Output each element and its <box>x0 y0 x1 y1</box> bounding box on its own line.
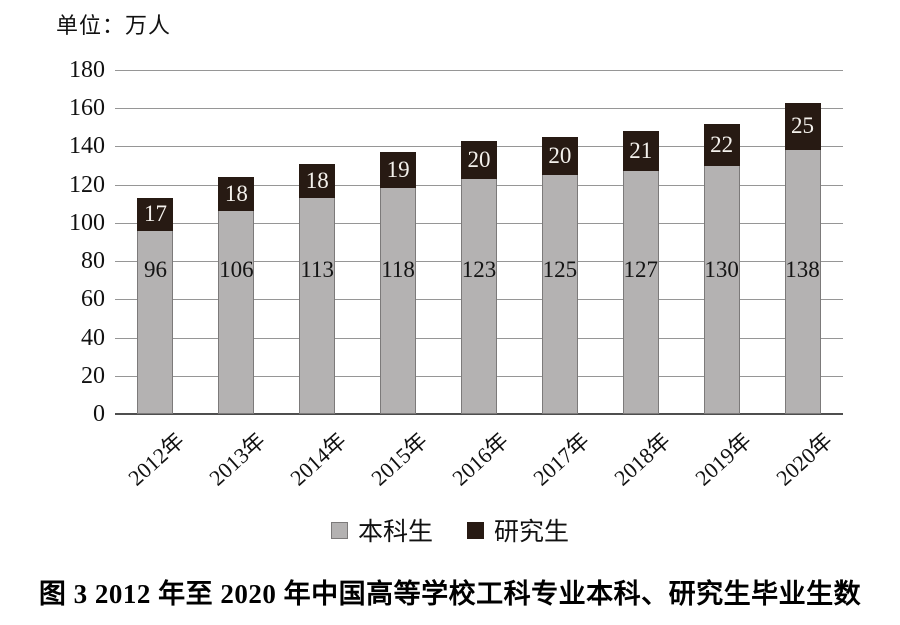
grad-value-label: 20 <box>548 143 572 168</box>
grad-segment <box>137 198 174 231</box>
grad-value-label: 21 <box>629 138 653 164</box>
y-axis-tick-60: 60 <box>81 286 105 313</box>
bar-2016年: 20 123 <box>461 140 497 414</box>
legend: 本科生 研究生 <box>0 512 900 548</box>
x-axis-tick-2013年: 2013年 <box>204 427 271 491</box>
grad-swatch-icon <box>467 521 484 539</box>
undergrad-segment <box>218 211 255 414</box>
x-axis-tick-2017年: 2017年 <box>528 427 594 491</box>
bar-2017年: 20 125 <box>541 136 578 414</box>
bar-2018年: 21 127 <box>622 131 659 414</box>
grad-segment <box>541 136 578 176</box>
grad-segment <box>380 152 417 189</box>
y-axis-tick-140: 140 <box>69 133 105 160</box>
grad-value-label: 19 <box>386 157 410 183</box>
y-axis-tick-0: 0 <box>93 401 105 427</box>
grad-segment <box>703 123 740 166</box>
undergrad-value-label: 125 <box>542 257 578 282</box>
gridline-160 <box>115 108 843 110</box>
y-axis-tick-120: 120 <box>69 171 105 198</box>
x-axis-tick-2019年: 2019年 <box>689 427 756 491</box>
grad-segment <box>299 163 336 199</box>
undergrad-value-label: 118 <box>381 257 415 282</box>
undergrad-value-label: 96 <box>143 257 167 282</box>
undergrad-value-label: 123 <box>461 257 497 282</box>
undergrad-segment <box>541 175 578 414</box>
y-axis-unit-label: 单位：万人 <box>56 13 172 38</box>
grad-value-label: 20 <box>467 146 491 172</box>
y-axis-tick-40: 40 <box>81 324 105 351</box>
bar-2015年: 19 118 <box>380 152 417 414</box>
legend-label-undergrad: 本科生 <box>357 519 433 546</box>
grad-segment <box>218 177 255 212</box>
bar-2014年: 18 113 <box>299 163 336 414</box>
grad-segment <box>784 102 821 151</box>
undergrad-segment <box>622 171 659 414</box>
undergrad-segment <box>461 178 497 414</box>
x-axis-tick-2020年: 2020年 <box>770 427 837 491</box>
gridline-0 <box>115 413 843 415</box>
x-axis-tick-2014年: 2014年 <box>285 427 352 491</box>
undergrad-segment <box>380 188 417 414</box>
y-axis-tick-20: 20 <box>81 362 105 389</box>
bar-2020年: 25 138 <box>784 102 821 415</box>
undergrad-value-label: 138 <box>785 257 820 282</box>
legend-item-undergrad: 本科生 <box>330 512 433 548</box>
bar-2013年: 18 106 <box>218 177 255 414</box>
x-axis-tick-2012年: 2012年 <box>123 427 190 491</box>
undergrad-segment <box>299 198 336 414</box>
grad-segment <box>461 140 497 179</box>
undergrad-value-label: 106 <box>219 257 254 282</box>
undergrad-segment <box>784 150 821 414</box>
y-axis-tick-160: 160 <box>69 95 105 122</box>
legend-item-grad: 研究生 <box>467 512 569 548</box>
figure-caption: 图 3 2012 年至 2020 年中国高等学校工科专业本科、研究生毕业生数 <box>38 579 862 609</box>
y-axis-tick-80: 80 <box>81 248 105 275</box>
bar-2012年: 17 96 <box>137 198 174 414</box>
grad-value-label: 17 <box>143 201 167 227</box>
undergrad-swatch-icon <box>330 521 348 539</box>
gridline-180 <box>115 70 843 71</box>
grad-value-label: 22 <box>710 131 734 157</box>
x-axis-tick-2016年: 2016年 <box>447 427 514 491</box>
legend-label-grad: 研究生 <box>494 519 570 546</box>
grad-value-label: 25 <box>791 113 815 139</box>
undergrad-segment <box>703 165 740 414</box>
undergrad-value-label: 113 <box>300 257 335 282</box>
undergrad-value-label: 127 <box>623 257 659 282</box>
undergrad-value-label: 130 <box>704 257 739 282</box>
undergrad-segment <box>137 230 174 414</box>
grad-value-label: 18 <box>224 181 248 207</box>
x-axis-tick-2015年: 2015年 <box>366 427 433 491</box>
bar-2019年: 22 130 <box>703 123 740 414</box>
y-axis-tick-100: 100 <box>69 209 105 236</box>
x-axis-tick-2018年: 2018年 <box>609 427 675 491</box>
y-axis-tick-180: 180 <box>69 57 105 83</box>
plot-area: 17 96 18 106 18 113 19 118 20 123 20 125 21 127 22 130 2… <box>115 70 843 415</box>
grad-value-label: 18 <box>305 167 329 193</box>
grad-segment <box>622 131 659 172</box>
